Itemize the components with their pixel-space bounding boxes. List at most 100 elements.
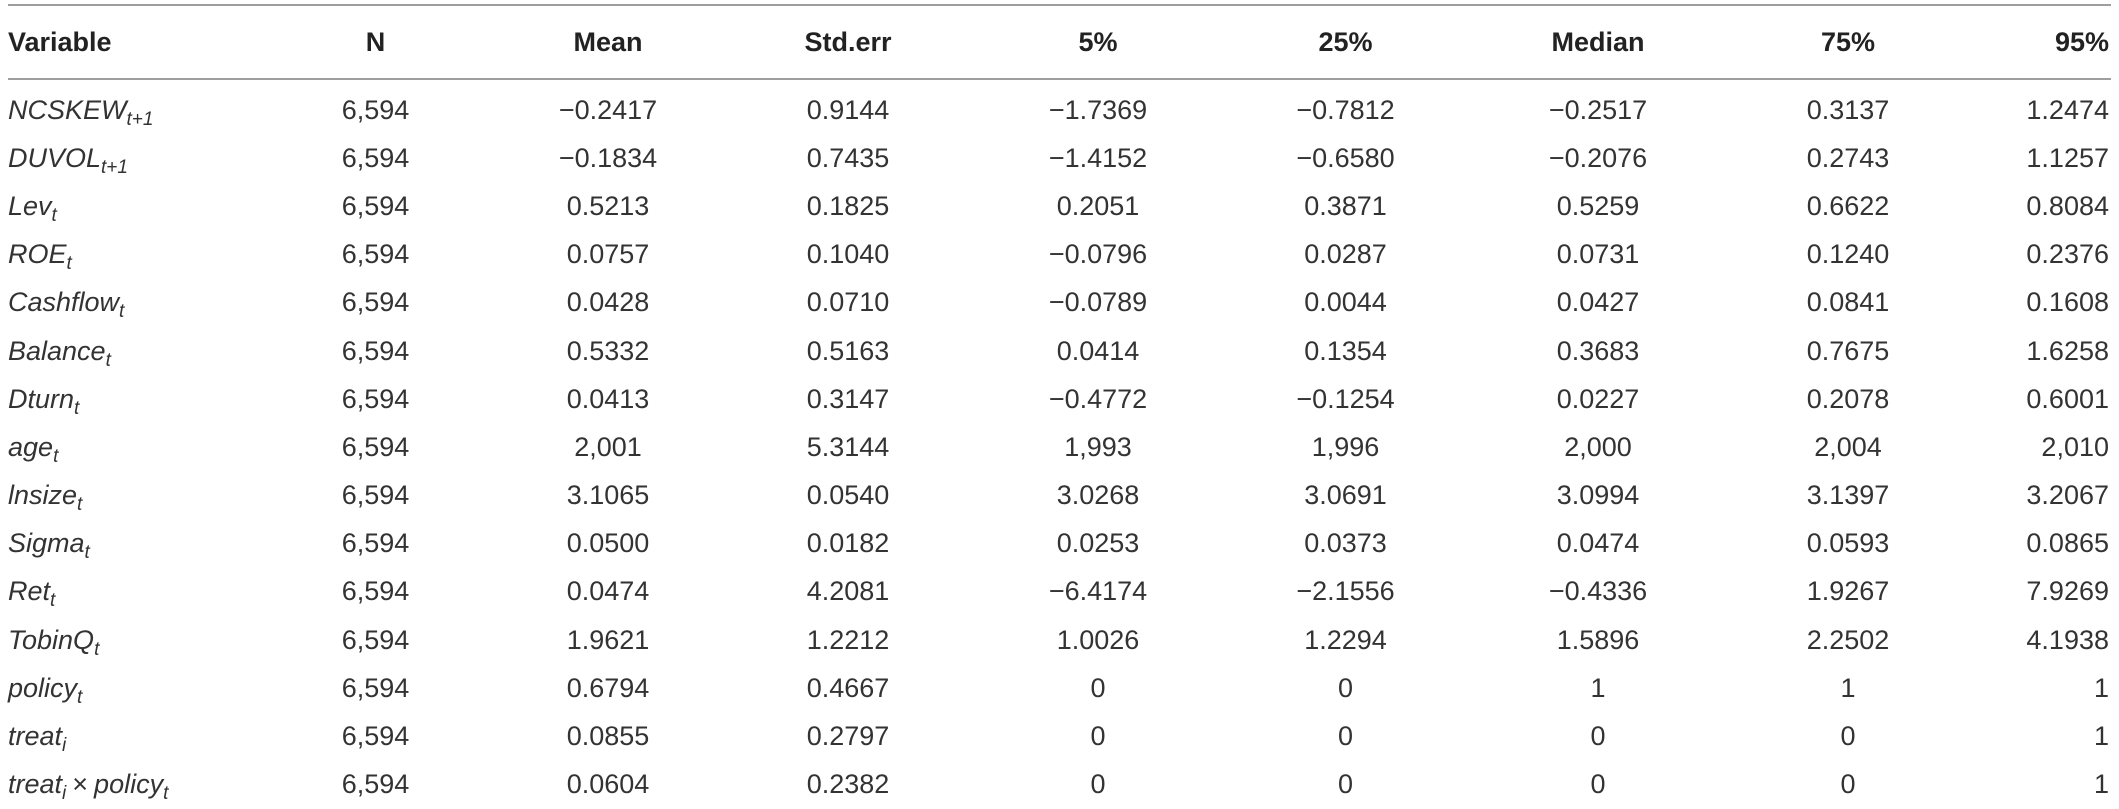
cell-p95: 0.8084 <box>2026 190 2109 221</box>
cell-std-err: 4.2081 <box>806 576 890 607</box>
cell-p5: 0.0414 <box>1056 335 1140 366</box>
cell-mean: −0.1834 <box>558 142 658 173</box>
cell-mean: 0.0500 <box>566 528 650 559</box>
variable-subscript: t <box>74 397 80 419</box>
variable-name: DUVOL <box>8 142 102 173</box>
cell-n: 6,594 <box>341 721 410 752</box>
cell-mean: 0.0604 <box>566 769 650 800</box>
cell-p25: 0.0044 <box>1304 287 1387 318</box>
cell-p95: 1 <box>2093 672 2109 703</box>
cell-p95: 2,010 <box>2041 431 2109 462</box>
variable-name: treat <box>8 769 63 800</box>
cell-p95: 1.1257 <box>2026 142 2109 173</box>
cell-p75: 0.3137 <box>1806 94 1890 125</box>
variable-name: ROE <box>8 239 67 270</box>
cell-p95: 1.6258 <box>2026 335 2109 366</box>
variable-name: TobinQ <box>8 624 95 655</box>
cell-p75: 1.9267 <box>1806 576 1890 607</box>
header-n: N <box>365 26 386 57</box>
table-row: Dturnt 6,594 0.0413 0.3147 −0.4772 −0.1254 0.0… <box>8 375 2111 423</box>
cell-p95: 1 <box>2093 769 2109 800</box>
cell-p75: 0.2743 <box>1806 142 1890 173</box>
cell-p75: 0.0841 <box>1806 287 1890 318</box>
cell-p25: 0 <box>1337 769 1354 800</box>
cell-variable: TobinQt <box>8 616 258 664</box>
cell-mean: 3.1065 <box>566 480 650 511</box>
cell-std-err: 0.0540 <box>806 480 890 511</box>
variable-name: Lev <box>8 190 52 221</box>
cell-p95: 0.0865 <box>2026 528 2109 559</box>
cell-p5: −1.7369 <box>1048 94 1148 125</box>
cell-variable: treati <box>8 712 258 760</box>
cell-p25: 3.0691 <box>1304 480 1387 511</box>
cell-n: 6,594 <box>341 624 410 655</box>
variable-name: Ret <box>8 576 51 607</box>
table-row: treati 6,594 0.0855 0.2797 0 0 0 0 1 <box>8 712 2111 760</box>
cell-p5: 1,993 <box>1064 431 1132 462</box>
header-std-err: Std.err <box>804 26 892 57</box>
cell-variable: ROEt <box>8 231 258 279</box>
variable-subscript: t+1 <box>101 156 128 178</box>
cell-p25: 0.1354 <box>1304 335 1387 366</box>
variable-name: policy <box>8 672 78 703</box>
cell-std-err: 0.0710 <box>806 287 890 318</box>
cell-median: 0.0474 <box>1556 528 1640 559</box>
cell-variable: aget <box>8 423 258 471</box>
cell-p5: 0.2051 <box>1056 190 1140 221</box>
variable-subscript: t <box>77 494 83 516</box>
cell-p95: 1.2474 <box>2026 94 2109 125</box>
cell-std-err: 0.1825 <box>806 190 890 221</box>
table-row: NCSKEWt+1 6,594 −0.2417 0.9144 −1.7369 −0.781… <box>8 79 2111 134</box>
table-body: NCSKEWt+1 6,594 −0.2417 0.9144 −1.7369 −0.781… <box>8 79 2111 809</box>
header-mean: Mean <box>573 26 643 57</box>
cell-p95: 4.1938 <box>2026 624 2109 655</box>
cell-variable: Dturnt <box>8 375 258 423</box>
cell-mean: 0.0855 <box>566 721 650 752</box>
cell-p95: 7.9269 <box>2026 576 2109 607</box>
cell-std-err: 0.3147 <box>806 383 890 414</box>
cell-p75: 0 <box>1840 721 1856 752</box>
cell-p5: −0.4772 <box>1048 383 1148 414</box>
cell-p5: 0.0253 <box>1056 528 1140 559</box>
variable-name: Balance <box>8 335 106 366</box>
cell-p75: 0.2078 <box>1806 383 1890 414</box>
cell-p25: 1,996 <box>1311 431 1380 462</box>
cell-median: 0 <box>1590 769 1606 800</box>
table-row: Levt 6,594 0.5213 0.1825 0.2051 0.3871 0.5259 0… <box>8 182 2111 230</box>
cell-p75: 0.1240 <box>1806 239 1890 270</box>
cell-std-err: 0.9144 <box>806 94 890 125</box>
header-variable: Variable <box>8 26 112 57</box>
cell-std-err: 0.0182 <box>806 528 890 559</box>
variable-subscript: t <box>51 204 57 226</box>
cell-p5: 0 <box>1090 672 1106 703</box>
cell-p5: −1.4152 <box>1048 142 1148 173</box>
variable-subscript: t <box>50 590 56 612</box>
cell-p75: 0.0593 <box>1806 528 1890 559</box>
cell-mean: 0.0757 <box>566 239 650 270</box>
cell-median: 0.0427 <box>1556 287 1640 318</box>
table-row: TobinQt 6,594 1.9621 1.2212 1.0026 1.2294 1.58… <box>8 616 2111 664</box>
interaction-operator: × <box>72 769 89 800</box>
variable-subscript: i <box>62 735 67 757</box>
cell-p5: −0.0789 <box>1048 287 1148 318</box>
cell-p5: 0 <box>1090 721 1106 752</box>
variable-subscript: t <box>84 542 90 564</box>
cell-mean: 0.5332 <box>566 335 650 366</box>
cell-p5: 0 <box>1090 769 1106 800</box>
header-median: Median <box>1551 26 1645 57</box>
cell-std-err: 0.2797 <box>806 721 890 752</box>
cell-p75: 2,004 <box>1814 431 1882 462</box>
cell-mean: −0.2417 <box>558 94 658 125</box>
cell-n: 6,594 <box>341 576 410 607</box>
variable-name: Cashflow <box>8 287 120 318</box>
header-p5: 5% <box>1078 26 1118 57</box>
cell-std-err: 0.5163 <box>806 335 890 366</box>
cell-variable: Sigmat <box>8 520 258 568</box>
cell-variable: NCSKEWt+1 <box>8 79 258 134</box>
variable-name: Sigma <box>8 528 85 559</box>
header-p75: 75% <box>1820 26 1876 57</box>
cell-median: 0.3683 <box>1556 335 1640 366</box>
cell-std-err: 0.7435 <box>806 142 890 173</box>
cell-std-err: 0.2382 <box>806 769 890 800</box>
cell-p5: 3.0268 <box>1056 480 1140 511</box>
